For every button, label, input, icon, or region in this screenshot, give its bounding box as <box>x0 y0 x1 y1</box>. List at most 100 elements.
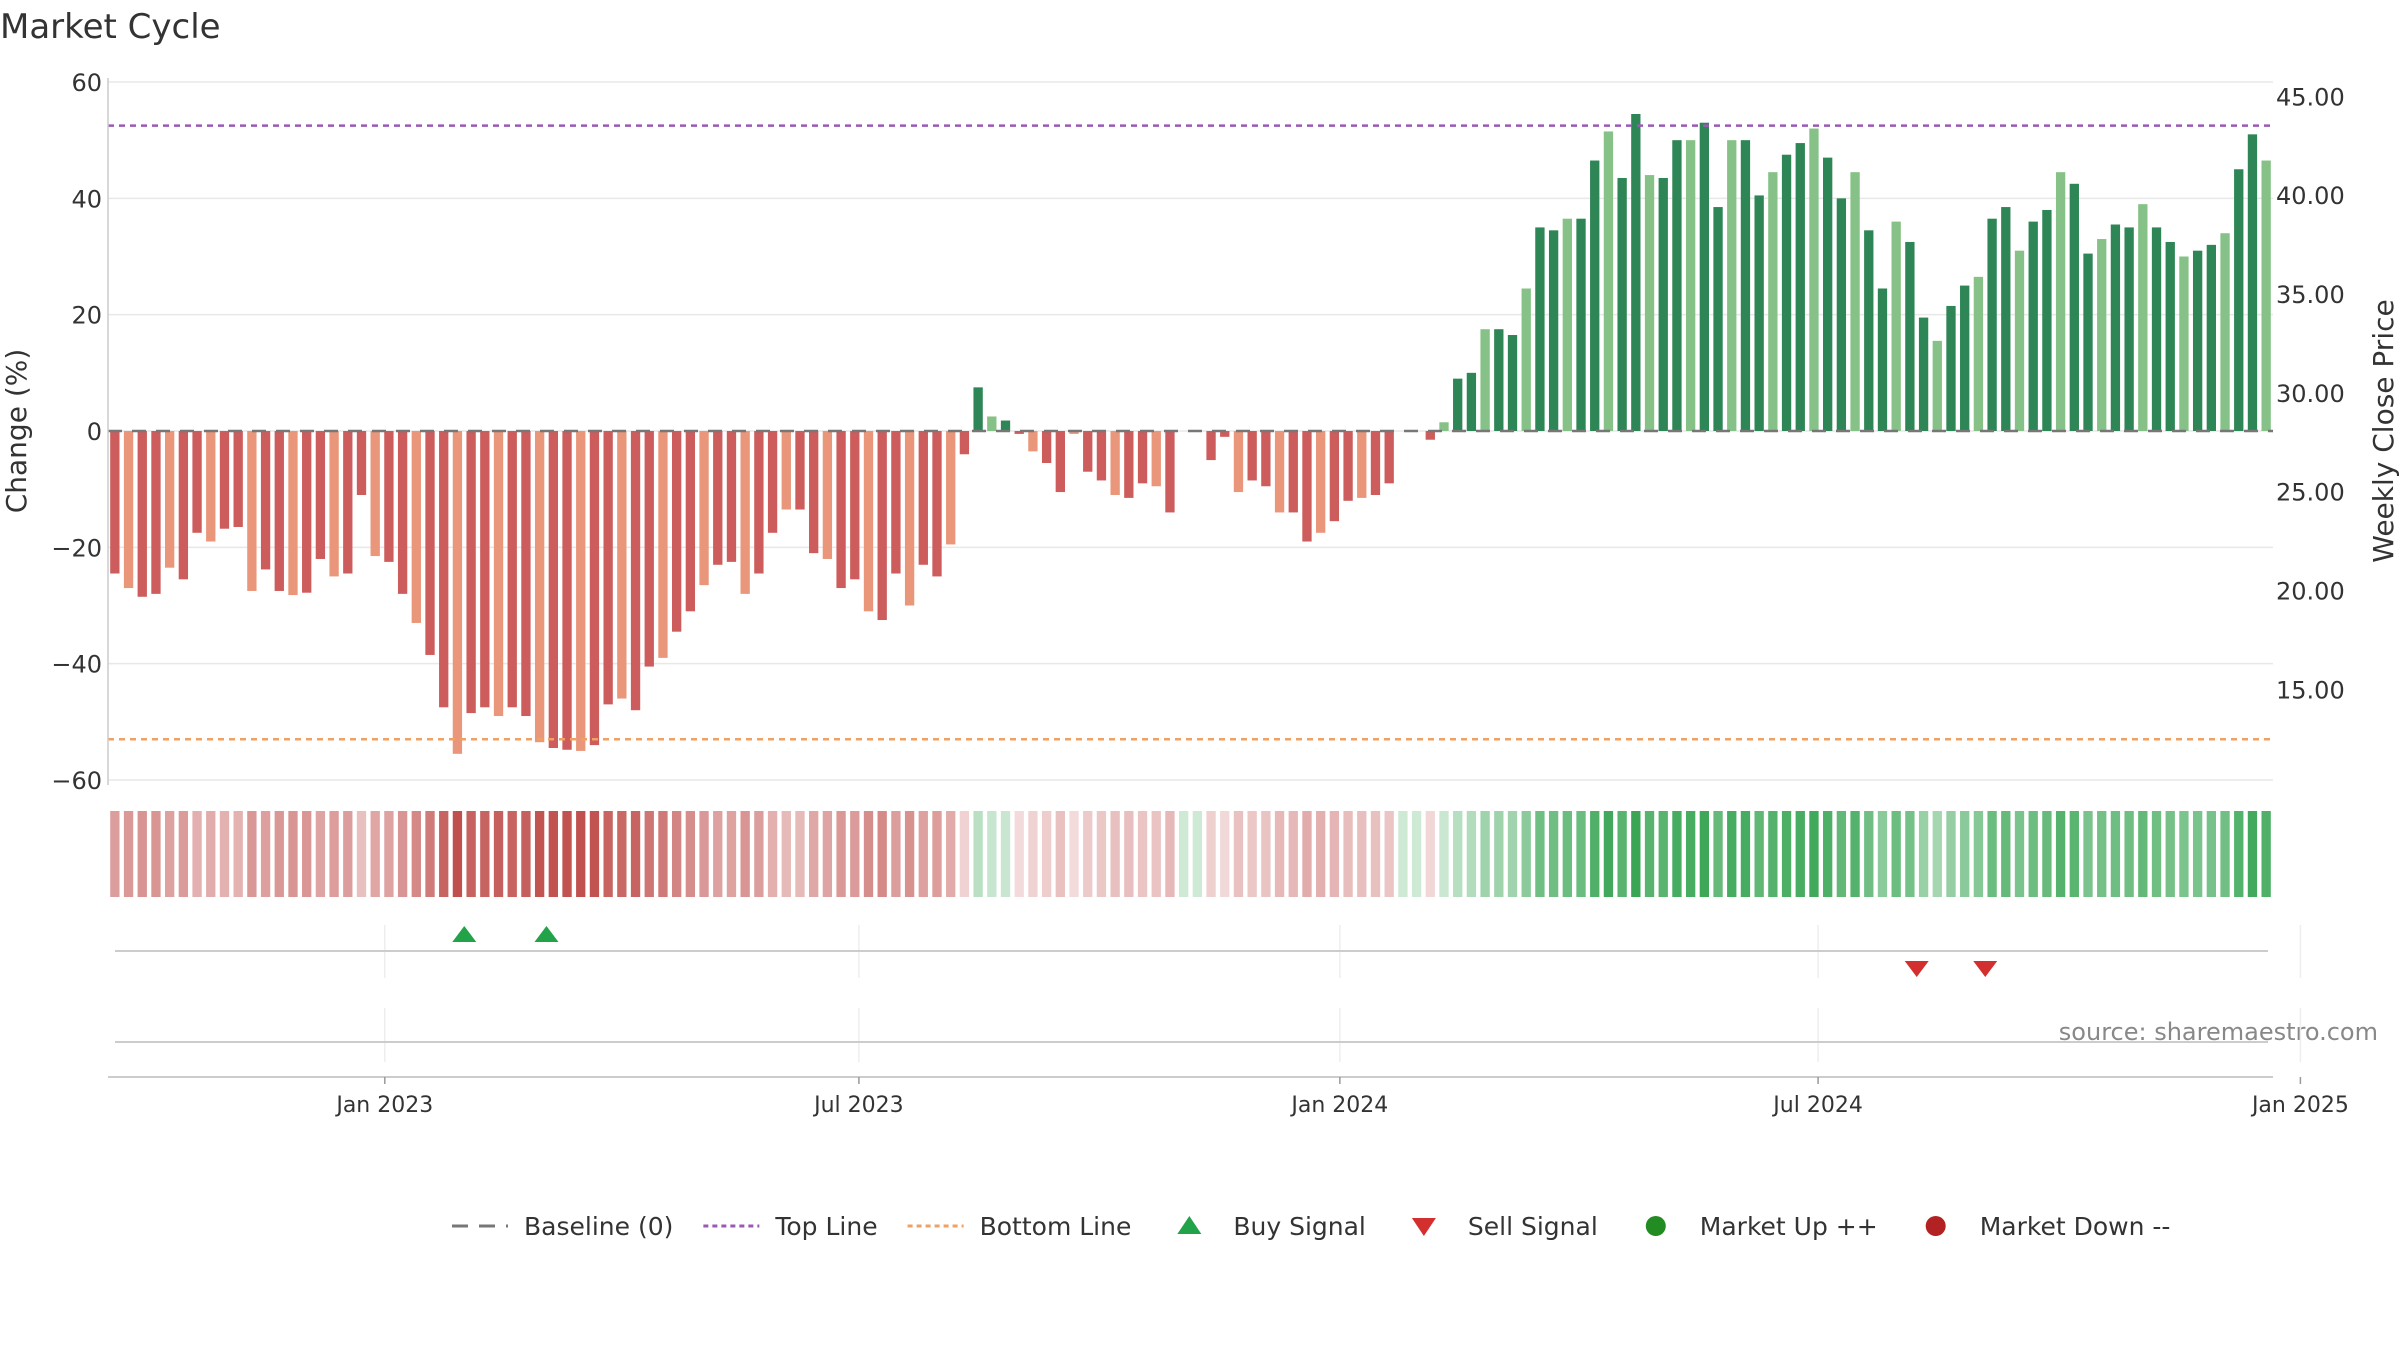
strip-cell <box>1507 811 1518 897</box>
strip-cell <box>2192 811 2203 897</box>
bar <box>603 431 613 705</box>
strip-cell <box>1809 811 1819 897</box>
bar <box>110 431 120 574</box>
bar <box>123 431 134 589</box>
bar <box>1754 195 1764 431</box>
strip-cell <box>493 811 504 897</box>
bar <box>1603 131 1614 432</box>
legend-item: Baseline (0) <box>452 1212 673 1241</box>
strip-cell <box>1343 811 1353 897</box>
bar <box>2165 241 2175 431</box>
legend: Baseline (0) Top Line Bottom Line Buy Signa… <box>452 1212 2170 1241</box>
bar <box>1137 431 1148 484</box>
strip-cell <box>2234 811 2244 897</box>
bar <box>2247 134 2258 431</box>
strip-cell <box>809 811 819 897</box>
axes-layer: 60 40 20 0 −20 −40 −60 45.00 40.00 35.00 30.00 25.0… <box>0 69 2400 1118</box>
bar <box>1809 128 1819 432</box>
bar <box>2234 169 2244 431</box>
strip-cell <box>1617 811 1627 897</box>
bar <box>315 431 326 559</box>
strip-cell <box>1288 811 1298 897</box>
strip-cell <box>219 811 230 897</box>
strip-cell <box>1548 811 1559 897</box>
bar <box>521 431 531 717</box>
strip-cell <box>904 811 915 897</box>
strip-cell <box>2028 811 2038 897</box>
strip-cell <box>137 811 147 897</box>
strip-cell <box>658 811 668 897</box>
bar <box>1617 177 1627 431</box>
bar <box>1370 431 1381 495</box>
bar <box>754 431 764 574</box>
strip-cell <box>1151 811 1161 897</box>
strip-cell <box>1795 811 1805 897</box>
strip-cell <box>713 811 723 897</box>
bar <box>863 431 874 612</box>
strength-strip <box>110 811 2271 897</box>
strip-cell <box>1096 811 1107 897</box>
bar <box>1206 431 1216 461</box>
bar <box>1480 329 1490 431</box>
bar <box>1727 140 1737 431</box>
strip-cell <box>685 811 696 897</box>
bar <box>1247 431 1257 481</box>
bar <box>452 431 463 754</box>
strip-cell <box>562 811 572 897</box>
strip-cell <box>630 811 641 897</box>
strip-cell <box>1083 811 1093 897</box>
bar <box>932 431 942 577</box>
strip-cell <box>1411 811 1422 897</box>
bar <box>2220 233 2230 431</box>
legend-circle-swatch <box>1645 1216 1666 1236</box>
bar <box>425 431 435 655</box>
strip-cell <box>233 811 243 897</box>
bar <box>1096 431 1107 481</box>
strip-cell <box>1384 811 1394 897</box>
strip-cell <box>1590 811 1600 897</box>
strip-cell <box>1000 811 1011 897</box>
strip-cell <box>1192 811 1203 897</box>
bar <box>2192 250 2203 431</box>
bar <box>1960 285 1970 431</box>
strip-cell <box>384 811 394 897</box>
y-right-tick-label: 30.00 <box>2276 380 2345 408</box>
strip-cell <box>1124 811 1134 897</box>
bar <box>151 431 161 594</box>
x-tick-label: Jan 2023 <box>334 1093 433 1118</box>
y-right-tick-label: 35.00 <box>2276 281 2345 309</box>
bar <box>671 431 682 632</box>
bar <box>1823 157 1833 431</box>
strip-cell <box>2206 811 2216 897</box>
bar <box>1877 288 1888 431</box>
bar <box>1329 431 1340 522</box>
strip-cell <box>274 811 284 897</box>
strip-cell <box>1877 811 1888 897</box>
bar <box>1288 431 1298 513</box>
strip-cell <box>2124 811 2134 897</box>
bar <box>630 431 641 711</box>
strip-cell <box>850 811 860 897</box>
strip-cell <box>397 811 408 897</box>
y-left-tick-label: −60 <box>51 767 102 795</box>
bar <box>1548 230 1559 431</box>
bar <box>411 431 421 623</box>
strip-cell <box>877 811 887 897</box>
strip-cell <box>1891 811 1901 897</box>
strip-cell <box>2042 811 2052 897</box>
bar <box>1535 227 1545 431</box>
bar <box>2042 209 2052 431</box>
bars-layer <box>110 113 2271 754</box>
bar <box>1562 218 1572 431</box>
strip-cell <box>1206 811 1216 897</box>
bar <box>397 431 408 594</box>
strip-cell <box>1069 811 1079 897</box>
strip-cell <box>603 811 613 897</box>
bar <box>1576 218 1586 431</box>
bar <box>1357 431 1367 498</box>
bar <box>1439 422 1449 431</box>
bar <box>2179 256 2189 431</box>
bar <box>1631 113 1641 431</box>
strip-cell <box>863 811 874 897</box>
